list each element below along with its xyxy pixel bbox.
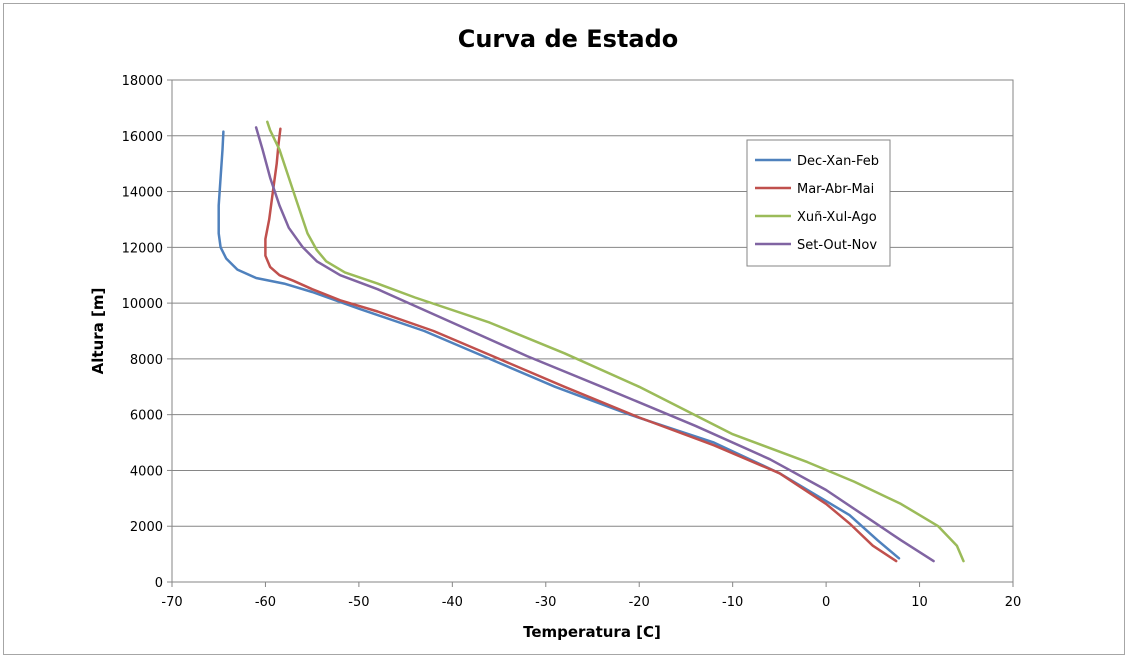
- x-tick-label: -10: [722, 595, 743, 610]
- y-axis-title: Altura [m]: [89, 288, 107, 375]
- x-tick-label: 0: [822, 595, 830, 610]
- y-tick-label: 8000: [130, 353, 163, 368]
- y-tick-label: 18000: [122, 74, 163, 89]
- y-tick-label: 14000: [122, 186, 163, 201]
- series-line-4: [254, 126, 935, 563]
- y-tick-label: 10000: [122, 297, 163, 312]
- line-chart: Curva de Estado -70 -60 -50 -40 -30 -20 -10 0 10…: [89, 25, 1021, 641]
- y-tick-label: 16000: [122, 130, 163, 145]
- legend: Dec-Xan-Feb Mar-Abr-Mai Xuñ-Xul-Ago Set-Out…: [746, 139, 891, 267]
- y-tick-label: 6000: [130, 409, 163, 424]
- legend-label: Dec-Xan-Feb: [797, 154, 879, 169]
- chart-frame: Curva de Estado -70 -60 -50 -40 -30 -20 -10 0 10…: [3, 3, 1125, 655]
- series-line-2: [264, 127, 898, 563]
- x-tick-label: -60: [255, 595, 276, 610]
- y-axis: 0 2000 4000 6000 8000 10000 12000 14000 16000 180…: [122, 74, 172, 591]
- series-line-3: [266, 120, 965, 563]
- x-tick-label: 20: [1005, 595, 1022, 610]
- x-tick-label: 10: [911, 595, 928, 610]
- x-tick-label: -40: [442, 595, 463, 610]
- legend-label: Mar-Abr-Mai: [797, 182, 874, 197]
- y-tick-label: 12000: [122, 241, 163, 256]
- grid-lines: [172, 135, 1013, 527]
- plot-area: [171, 79, 1014, 583]
- legend-label: Xuñ-Xul-Ago: [797, 210, 877, 225]
- x-tick-label: -30: [535, 595, 556, 610]
- x-axis-title: Temperatura [C]: [523, 623, 661, 641]
- y-tick-label: 0: [155, 576, 163, 591]
- y-tick-label: 2000: [130, 520, 163, 535]
- legend-label: Set-Out-Nov: [797, 238, 877, 253]
- x-tick-label: -50: [348, 595, 369, 610]
- x-tick-label: -20: [629, 595, 650, 610]
- series-layer: [217, 120, 965, 563]
- y-tick-label: 4000: [130, 464, 163, 479]
- chart-title: Curva de Estado: [458, 25, 679, 53]
- x-tick-label: -70: [161, 595, 182, 610]
- x-axis: -70 -60 -50 -40 -30 -20 -10 0 10 20: [161, 582, 1021, 610]
